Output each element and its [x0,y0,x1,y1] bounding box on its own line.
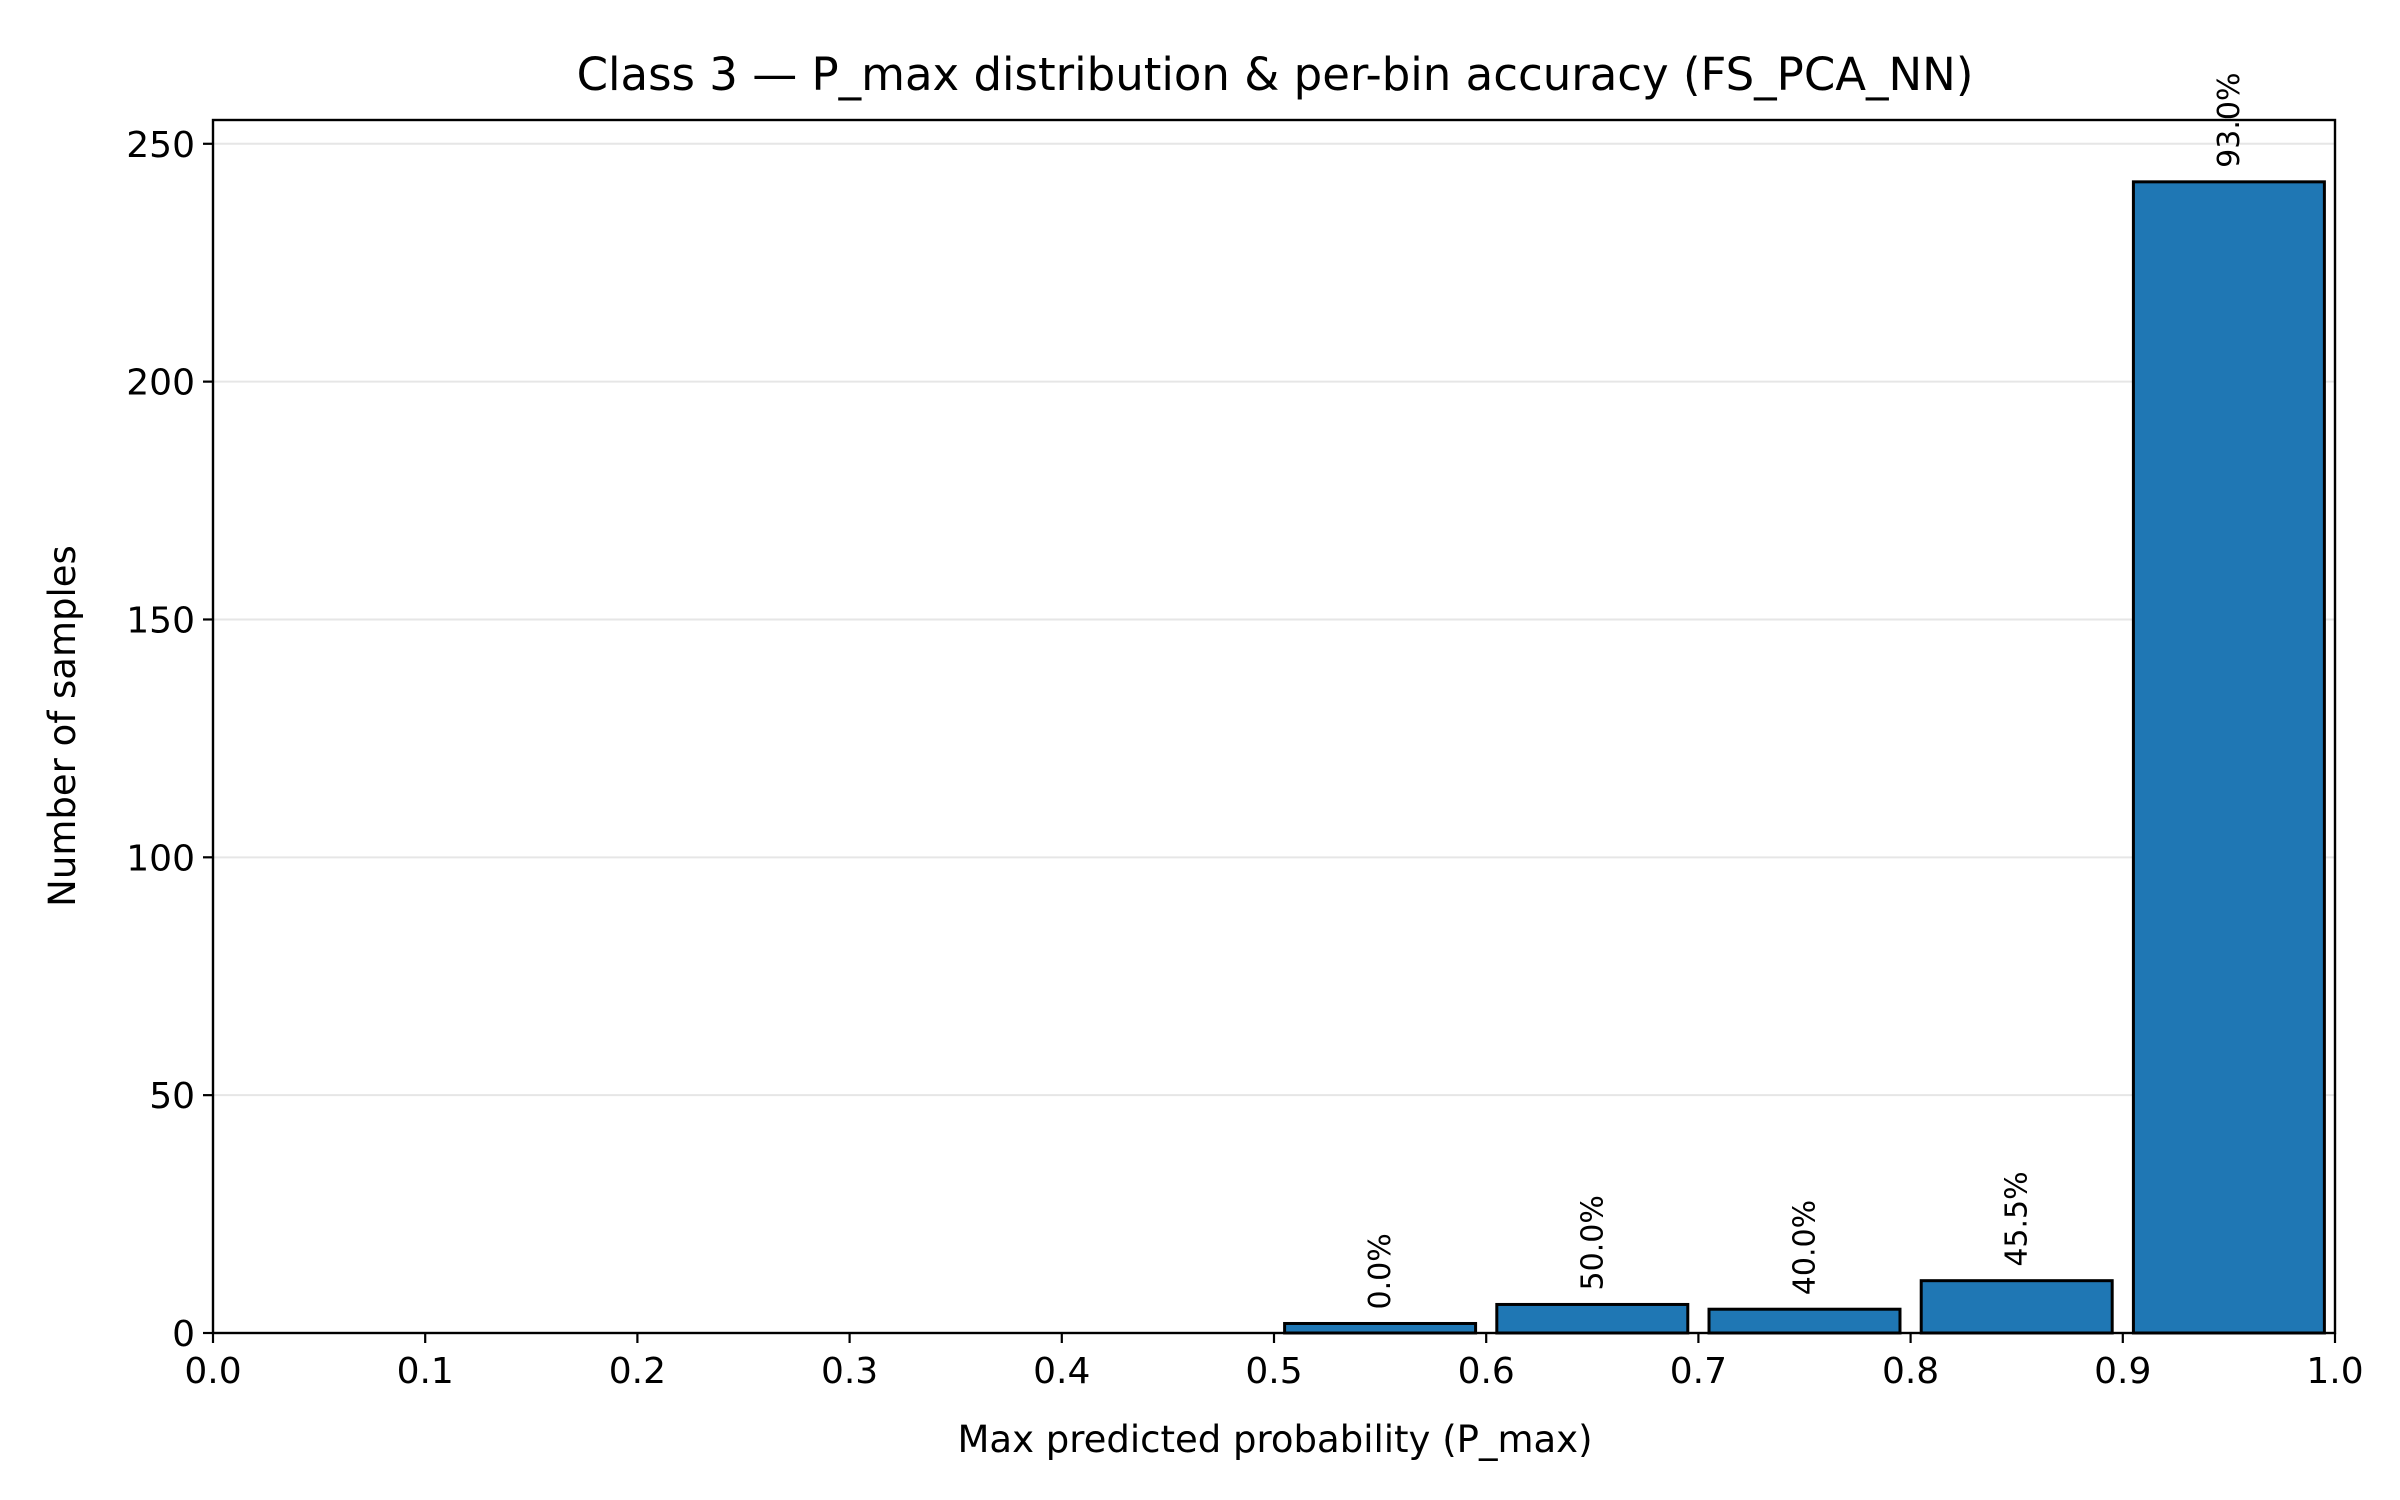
grid-layer [213,142,2335,1334]
x-tick-label: 0.7 [1670,1351,1727,1392]
axes-frame [211,118,2337,1335]
tick-layer: 0 50 100 150 200 250 0.0 0.1 0.2 0.3 0.4 0.5 0.6 0.7 0… [126,125,2363,1392]
x-tick-label: 0.1 [397,1351,454,1392]
x-tick-label: 1.0 [2306,1351,2363,1392]
bin-accuracy-label: 45.5% [2000,1171,2035,1266]
chart-title: Class 3 — P_max distribution & per-bin a… [577,48,1974,101]
y-tick-label: 150 [126,600,195,641]
bar-layer [1283,180,2326,1335]
histogram-bar [1919,1279,2114,1335]
bin-accuracy-label: 50.0% [1575,1195,1610,1290]
histogram-bar [1495,1302,1690,1335]
x-tick-label: 0.4 [1033,1351,1090,1392]
y-tick-label: 0 [172,1314,195,1355]
y-axis-label: Number of samples [41,545,84,907]
x-tick-label: 0.8 [1882,1351,1939,1392]
y-tick-label: 200 [126,363,195,404]
bin-accuracy-label: 0.0% [1363,1233,1398,1309]
bin-accuracy-label: 40.0% [1788,1200,1823,1295]
x-tick-label: 0.5 [1245,1351,1302,1392]
y-tick-label: 250 [126,125,195,166]
x-axis-label: Max predicted probability (P_max) [958,1418,1593,1461]
x-tick-label: 0.9 [2094,1351,2151,1392]
bin-accuracy-label: 93.0% [2212,73,2247,168]
y-tick-label: 50 [149,1076,195,1117]
label-layer: 0.0% 50.0% 40.0% 45.5% 93.0% [1363,73,2247,1310]
histogram-bar [2131,180,2326,1335]
x-tick-label: 0.2 [609,1351,666,1392]
x-tick-label: 0.0 [184,1351,241,1392]
histogram-bar [1283,1321,1478,1335]
histogram-bar [1707,1307,1902,1335]
x-tick-label: 0.3 [821,1351,878,1392]
x-tick-label: 0.6 [1458,1351,1515,1392]
y-tick-label: 100 [126,838,195,879]
